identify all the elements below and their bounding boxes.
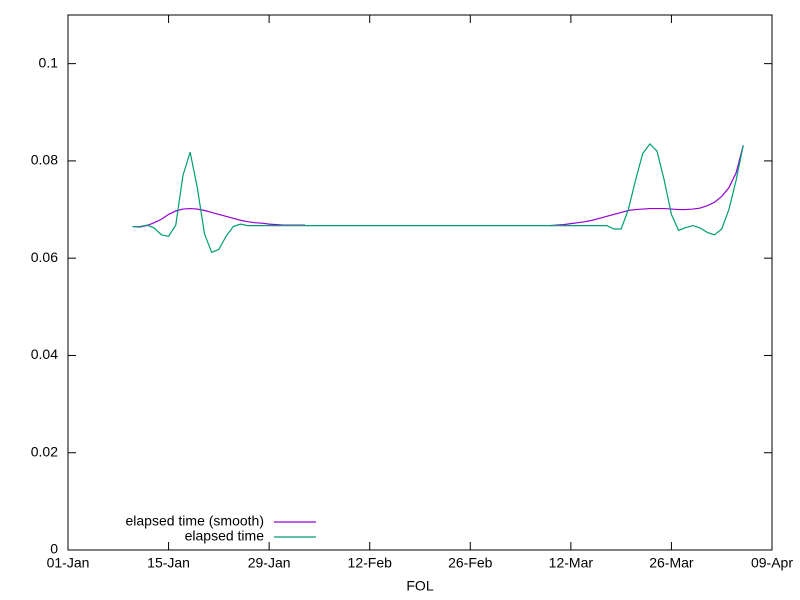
x-tick-label: 12-Mar xyxy=(549,555,594,571)
x-tick-label: 26-Mar xyxy=(649,555,694,571)
plot-frame xyxy=(67,14,773,551)
x-tick-label: 26-Feb xyxy=(448,555,493,571)
x-tick-label: 29-Jan xyxy=(248,555,291,571)
y-tick-label: 0.1 xyxy=(39,54,59,70)
x-tick-label: 09-Apr xyxy=(751,555,793,571)
y-tick-label: 0.08 xyxy=(31,152,58,168)
legend-label: elapsed time (smooth) xyxy=(125,513,264,529)
y-tick-label: 0.06 xyxy=(31,249,58,265)
y-tick-label: 0 xyxy=(50,541,58,557)
x-tick-label: 15-Jan xyxy=(147,555,190,571)
y-tick-label: 0.02 xyxy=(31,443,58,459)
x-axis-label: FOL xyxy=(406,578,433,594)
data-line xyxy=(132,145,744,228)
legend-label: elapsed time xyxy=(185,528,265,544)
data-line xyxy=(132,142,744,254)
y-tick-label: 0.04 xyxy=(31,346,58,362)
x-tick-label: 12-Feb xyxy=(348,555,393,571)
x-tick-label: 01-Jan xyxy=(47,555,90,571)
